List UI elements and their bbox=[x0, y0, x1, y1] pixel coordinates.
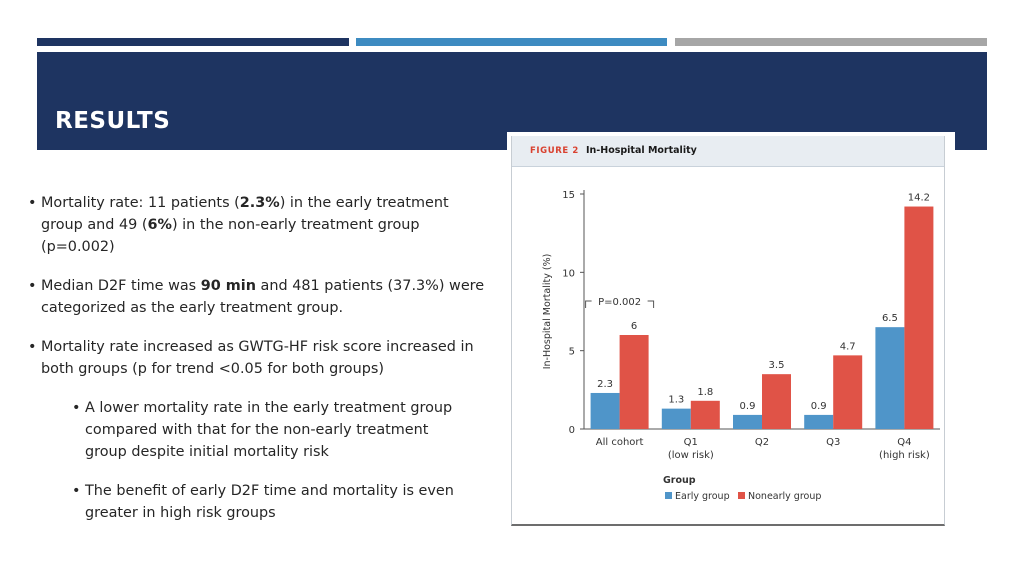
legend-swatch-early bbox=[665, 492, 672, 499]
bar-early-group bbox=[661, 408, 691, 429]
y-axis-label: In-Hospital Mortality (%) bbox=[542, 254, 553, 370]
bullet-emphasis: 2.3% bbox=[239, 195, 280, 211]
y-tick-label: 5 bbox=[569, 347, 575, 358]
bullet-text: Mortality rate increased as GWTG-HF risk… bbox=[41, 339, 474, 377]
bar-value-label: 0.9 bbox=[740, 401, 756, 412]
x-tick-label: Q1 bbox=[684, 437, 698, 448]
y-tick-label: 0 bbox=[569, 425, 575, 436]
bar-value-label: 0.9 bbox=[811, 401, 827, 412]
accent-bar-blue bbox=[356, 38, 667, 46]
legend-label-early: Early group bbox=[675, 491, 730, 502]
accent-bar-navy bbox=[37, 38, 349, 46]
legend-swatch-nonearly bbox=[738, 492, 745, 499]
x-tick-label: Q3 bbox=[826, 437, 840, 448]
bar-nonearly-group bbox=[690, 400, 720, 429]
figure-label: FIGURE 2 bbox=[530, 146, 579, 156]
bar-early-group bbox=[804, 414, 834, 429]
bullet-item: Median D2F time was 90 min and 481 patie… bbox=[28, 275, 488, 319]
bullet-text: Median D2F time was bbox=[41, 278, 201, 294]
legend-label-nonearly: Nonearly group bbox=[748, 491, 821, 502]
accent-bar-gray bbox=[675, 38, 987, 46]
bar-value-label: 1.3 bbox=[668, 395, 684, 406]
x-tick-label: (low risk) bbox=[668, 450, 714, 461]
mortality-bar-chart: 0 5 10 15 In-Hospital Mortality (%) 2.3 6 All c… bbox=[542, 190, 940, 502]
bar-value-label: 1.8 bbox=[697, 387, 713, 398]
bullet-emphasis: 6% bbox=[147, 217, 172, 233]
bullet-text: ) in the early treatment group and 49 ( bbox=[41, 195, 449, 233]
y-tick-label: 15 bbox=[562, 190, 575, 201]
p-bracket-left bbox=[585, 300, 592, 308]
bar-value-label: 3.5 bbox=[769, 360, 785, 371]
bar-value-label: 2.3 bbox=[597, 379, 613, 390]
figure-frame: FIGURE 2 In-Hospital Mortality 0 5 10 15 In-… bbox=[511, 136, 945, 526]
x-tick-label: Q4 bbox=[897, 437, 911, 448]
y-tick-label: 10 bbox=[562, 268, 575, 279]
bar-value-label: 4.7 bbox=[840, 341, 856, 352]
bullet-emphasis: 90 min bbox=[200, 278, 256, 294]
figure-title-band: FIGURE 2 In-Hospital Mortality bbox=[512, 136, 944, 167]
bar-value-label: 6.5 bbox=[882, 313, 898, 324]
sub-bullet-item: A lower mortality rate in the early trea… bbox=[72, 397, 470, 463]
bullet-item: Mortality rate increased as GWTG-HF risk… bbox=[28, 336, 488, 380]
bullet-text: Mortality rate: 11 patients ( bbox=[41, 195, 240, 211]
x-tick-label: Q2 bbox=[755, 437, 769, 448]
bar-early-group bbox=[590, 392, 620, 429]
figure-panel: FIGURE 2 In-Hospital Mortality 0 5 10 15 In-… bbox=[507, 132, 955, 526]
bullet-text: ) in the non-early treatment group (p=0.… bbox=[41, 217, 420, 255]
bar-early-group bbox=[733, 414, 762, 429]
p-bracket-right bbox=[647, 300, 655, 308]
bar-value-label: 14.2 bbox=[908, 193, 930, 204]
legend-title: Group bbox=[663, 475, 696, 486]
bullet-item: Mortality rate: 11 patients (2.3%) in th… bbox=[28, 192, 488, 258]
bar-nonearly-group bbox=[619, 335, 649, 429]
sub-bullet-item: The benefit of early D2F time and mortal… bbox=[72, 480, 470, 524]
bar-nonearly-group bbox=[833, 355, 863, 429]
x-tick-label: (high risk) bbox=[879, 450, 930, 461]
bar-nonearly-group bbox=[762, 374, 791, 429]
p-value-annotation: P=0.002 bbox=[598, 297, 641, 308]
bullet-text: The benefit of early D2F time and mortal… bbox=[85, 483, 454, 521]
bullet-text: and 481 patients (37.3%) were categorize… bbox=[41, 278, 485, 316]
figure-name: In-Hospital Mortality bbox=[586, 145, 697, 156]
slide-title: RESULTS bbox=[55, 108, 171, 134]
x-tick-label: All cohort bbox=[596, 437, 644, 448]
bar-value-label: 6 bbox=[631, 321, 637, 332]
bullet-list: Mortality rate: 11 patients (2.3%) in th… bbox=[28, 192, 488, 541]
bar-nonearly-group bbox=[904, 206, 934, 429]
bar-early-group bbox=[875, 327, 905, 429]
bullet-text: A lower mortality rate in the early trea… bbox=[85, 400, 453, 460]
